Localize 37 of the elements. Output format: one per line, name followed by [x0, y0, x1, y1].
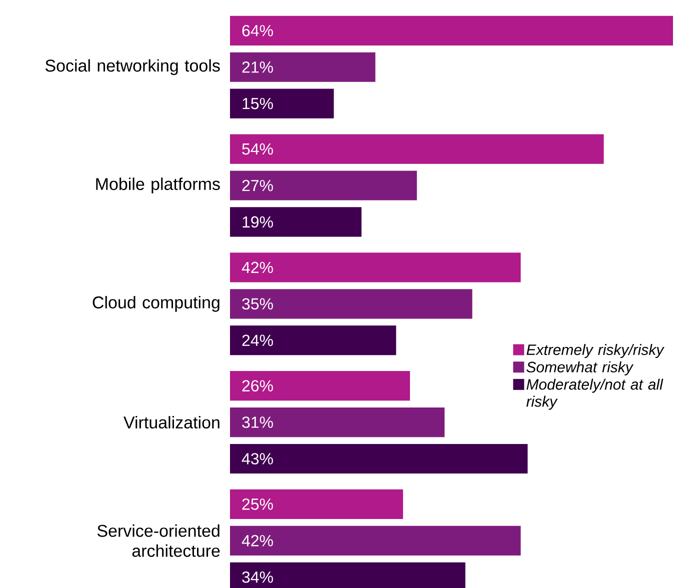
y-tick-label: Social networking tools	[45, 59, 220, 76]
data-label: 31%	[242, 416, 273, 428]
legend-label: Extremely risky/risky	[526, 344, 664, 358]
data-label: 21%	[242, 61, 273, 73]
data-label: 35%	[242, 298, 273, 310]
data-label: 15%	[242, 98, 273, 110]
bar	[230, 326, 396, 356]
data-label: 64%	[242, 25, 273, 36]
data-label: 54%	[242, 143, 273, 155]
data-label: 42%	[242, 262, 273, 274]
data-label: 19%	[242, 216, 273, 228]
y-tick-label: Service-oriented architecture	[97, 524, 220, 557]
bar	[230, 16, 673, 46]
data-label: 24%	[242, 334, 273, 346]
data-label: 42%	[242, 535, 273, 546]
bar	[230, 170, 417, 200]
data-label: 34%	[242, 571, 273, 583]
data-label: 25%	[242, 498, 273, 510]
bar	[230, 444, 528, 474]
y-tick-label: Virtualization	[124, 416, 220, 429]
bar	[230, 371, 410, 401]
bar	[230, 407, 445, 438]
y-tick-label: Mobile platforms	[96, 178, 220, 194]
data-label: 43%	[242, 453, 273, 464]
bar	[230, 489, 404, 519]
bar	[230, 88, 334, 118]
bar	[230, 134, 604, 164]
bar	[230, 52, 376, 82]
data-label: 26%	[242, 380, 273, 392]
data-label: 27%	[242, 180, 273, 192]
bar	[230, 289, 472, 319]
legend-label: Somewhat risky	[526, 361, 634, 376]
bar	[230, 207, 362, 237]
y-tick-label: Cloud computing	[92, 296, 220, 312]
bar	[230, 526, 521, 556]
bar	[230, 252, 521, 282]
legend-label: Moderately/not at all risky	[526, 378, 664, 410]
